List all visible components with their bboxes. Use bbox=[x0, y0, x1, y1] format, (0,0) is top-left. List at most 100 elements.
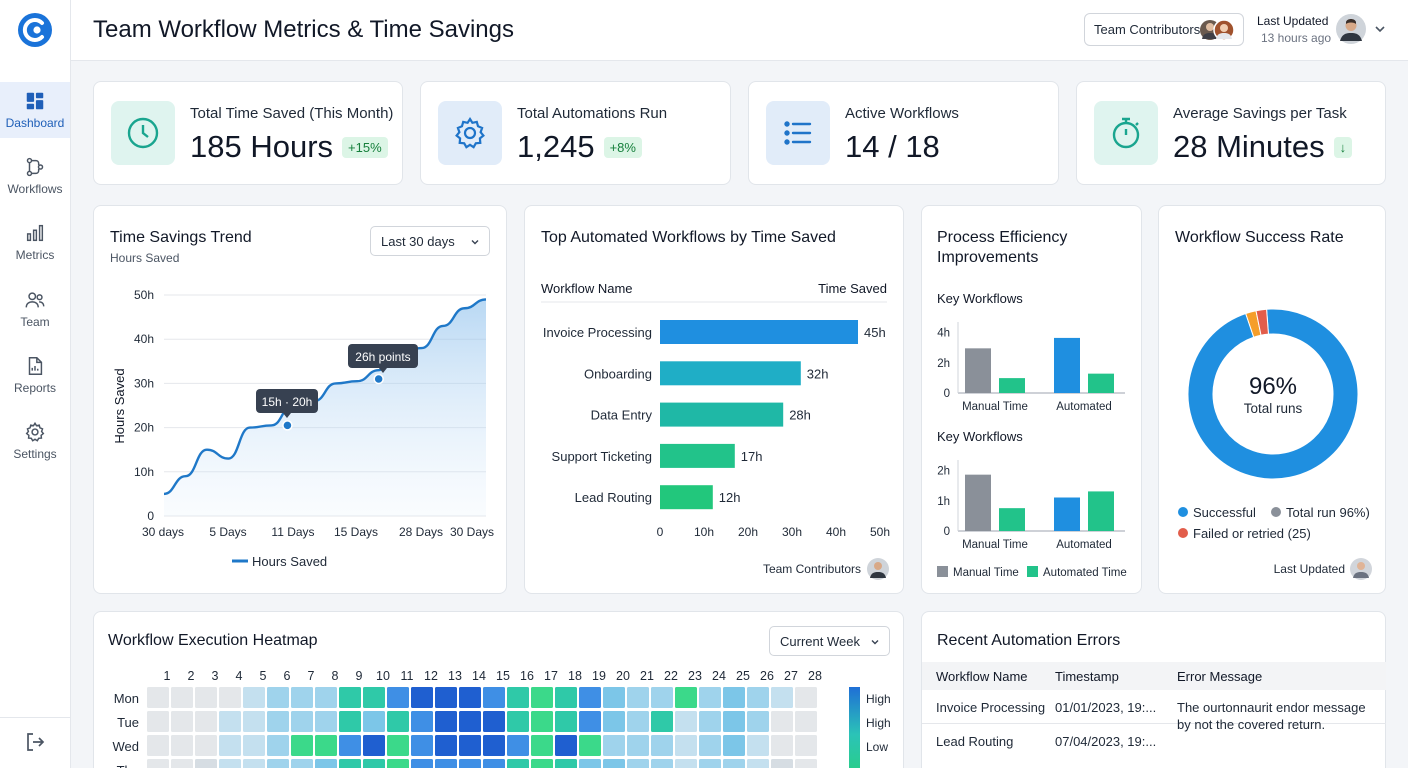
heatmap-cell[interactable] bbox=[675, 711, 697, 732]
heatmap-cell[interactable] bbox=[219, 759, 241, 768]
heatmap-cell[interactable] bbox=[675, 735, 697, 756]
bar[interactable] bbox=[999, 508, 1025, 531]
heatmap-cell[interactable] bbox=[579, 687, 601, 708]
heatmap-cell[interactable] bbox=[363, 735, 385, 756]
heatmap-cell[interactable] bbox=[315, 711, 337, 732]
heatmap-cell[interactable] bbox=[795, 687, 817, 708]
heatmap-cell[interactable] bbox=[483, 711, 505, 732]
heatmap-cell[interactable] bbox=[387, 735, 409, 756]
heatmap-cell[interactable] bbox=[531, 711, 553, 732]
heatmap-cell[interactable] bbox=[171, 687, 193, 708]
heatmap-cell[interactable] bbox=[195, 759, 217, 768]
heatmap-cell[interactable] bbox=[243, 687, 265, 708]
heatmap-cell[interactable] bbox=[219, 687, 241, 708]
heatmap-cell[interactable] bbox=[243, 759, 265, 768]
sidebar-item-team[interactable]: Team bbox=[0, 281, 70, 337]
heatmap-cell[interactable] bbox=[651, 687, 673, 708]
heatmap-cell[interactable] bbox=[147, 687, 169, 708]
bar[interactable] bbox=[660, 402, 784, 427]
heatmap-cell[interactable] bbox=[387, 687, 409, 708]
sidebar-item-metrics[interactable]: Metrics bbox=[0, 214, 70, 270]
heatmap-cell[interactable] bbox=[219, 735, 241, 756]
bar[interactable] bbox=[965, 474, 991, 531]
heatmap-cell[interactable] bbox=[411, 711, 433, 732]
table-row[interactable]: Lead Routing 07/04/2023, 19:... bbox=[922, 724, 1386, 758]
logout-icon[interactable] bbox=[23, 730, 47, 754]
heatmap-cell[interactable] bbox=[507, 759, 529, 768]
heatmap-cell[interactable] bbox=[603, 687, 625, 708]
heatmap-cell[interactable] bbox=[699, 735, 721, 756]
heatmap-cell[interactable] bbox=[435, 735, 457, 756]
heatmap-cell[interactable] bbox=[171, 759, 193, 768]
heatmap-cell[interactable] bbox=[291, 759, 313, 768]
heatmap-cell[interactable] bbox=[147, 735, 169, 756]
heatmap-cell[interactable] bbox=[771, 711, 793, 732]
heatmap-cell[interactable] bbox=[627, 711, 649, 732]
heatmap-cell[interactable] bbox=[531, 687, 553, 708]
heatmap-cell[interactable] bbox=[795, 711, 817, 732]
heatmap-cell[interactable] bbox=[699, 687, 721, 708]
bar[interactable] bbox=[1088, 491, 1114, 531]
heatmap-cell[interactable] bbox=[339, 687, 361, 708]
heatmap-cell[interactable] bbox=[579, 711, 601, 732]
heatmap-cell[interactable] bbox=[315, 759, 337, 768]
highlight-point[interactable] bbox=[282, 420, 293, 431]
heatmap-cell[interactable] bbox=[243, 711, 265, 732]
heatmap-cell[interactable] bbox=[267, 735, 289, 756]
sidebar-item-workflows[interactable]: Workflows bbox=[0, 148, 70, 204]
heatmap-cell[interactable] bbox=[675, 687, 697, 708]
heatmap-cell[interactable] bbox=[627, 735, 649, 756]
bar[interactable] bbox=[1054, 497, 1080, 532]
heatmap-cell[interactable] bbox=[195, 711, 217, 732]
heatmap-cell[interactable] bbox=[555, 735, 577, 756]
donut-slice[interactable] bbox=[1255, 308, 1270, 336]
table-row[interactable]: Invoice Processing 01/01/2023, 19:... Th… bbox=[922, 690, 1386, 732]
heatmap-cell[interactable] bbox=[603, 735, 625, 756]
heatmap-cell[interactable] bbox=[723, 711, 745, 732]
heatmap-cell[interactable] bbox=[747, 735, 769, 756]
heatmap-cell[interactable] bbox=[363, 759, 385, 768]
heatmap-cell[interactable] bbox=[555, 687, 577, 708]
heatmap-cell[interactable] bbox=[651, 711, 673, 732]
user-avatar[interactable] bbox=[1336, 14, 1366, 44]
team-contributors-button[interactable]: Team Contributors bbox=[1084, 13, 1244, 46]
heatmap-cell[interactable] bbox=[459, 759, 481, 768]
heatmap-cell[interactable] bbox=[363, 711, 385, 732]
heatmap-cell[interactable] bbox=[675, 759, 697, 768]
heatmap-cell[interactable] bbox=[219, 711, 241, 732]
heatmap-cell[interactable] bbox=[435, 759, 457, 768]
heatmap-cell[interactable] bbox=[243, 735, 265, 756]
heatmap-cell[interactable] bbox=[579, 759, 601, 768]
heatmap-cell[interactable] bbox=[195, 735, 217, 756]
heatmap-cell[interactable] bbox=[699, 711, 721, 732]
heatmap-cell[interactable] bbox=[483, 687, 505, 708]
heatmap-cell[interactable] bbox=[171, 711, 193, 732]
bar[interactable] bbox=[660, 443, 735, 468]
heatmap-cell[interactable] bbox=[531, 759, 553, 768]
heatmap-cell[interactable] bbox=[315, 735, 337, 756]
heatmap-cell[interactable] bbox=[411, 735, 433, 756]
bar[interactable] bbox=[660, 320, 858, 344]
heatmap-cell[interactable] bbox=[483, 735, 505, 756]
heatmap-cell[interactable] bbox=[747, 711, 769, 732]
heatmap-cell[interactable] bbox=[507, 687, 529, 708]
heatmap-cell[interactable] bbox=[555, 711, 577, 732]
heatmap-cell[interactable] bbox=[723, 759, 745, 768]
heatmap-cell[interactable] bbox=[267, 759, 289, 768]
heatmap-cell[interactable] bbox=[387, 711, 409, 732]
bar[interactable] bbox=[965, 348, 991, 393]
heatmap-cell[interactable] bbox=[387, 759, 409, 768]
sidebar-item-reports[interactable]: Reports bbox=[0, 347, 70, 403]
heatmap-cell[interactable] bbox=[699, 759, 721, 768]
heatmap-cell[interactable] bbox=[651, 759, 673, 768]
app-logo[interactable] bbox=[17, 12, 53, 48]
heatmap-cell[interactable] bbox=[267, 711, 289, 732]
heatmap-cell[interactable] bbox=[579, 735, 601, 756]
heatmap-cell[interactable] bbox=[723, 687, 745, 708]
heatmap-cell[interactable] bbox=[459, 711, 481, 732]
heatmap-cell[interactable] bbox=[795, 735, 817, 756]
bar[interactable] bbox=[660, 485, 713, 510]
heatmap-cell[interactable] bbox=[531, 735, 553, 756]
heatmap-cell[interactable] bbox=[267, 687, 289, 708]
heatmap-cell[interactable] bbox=[483, 759, 505, 768]
